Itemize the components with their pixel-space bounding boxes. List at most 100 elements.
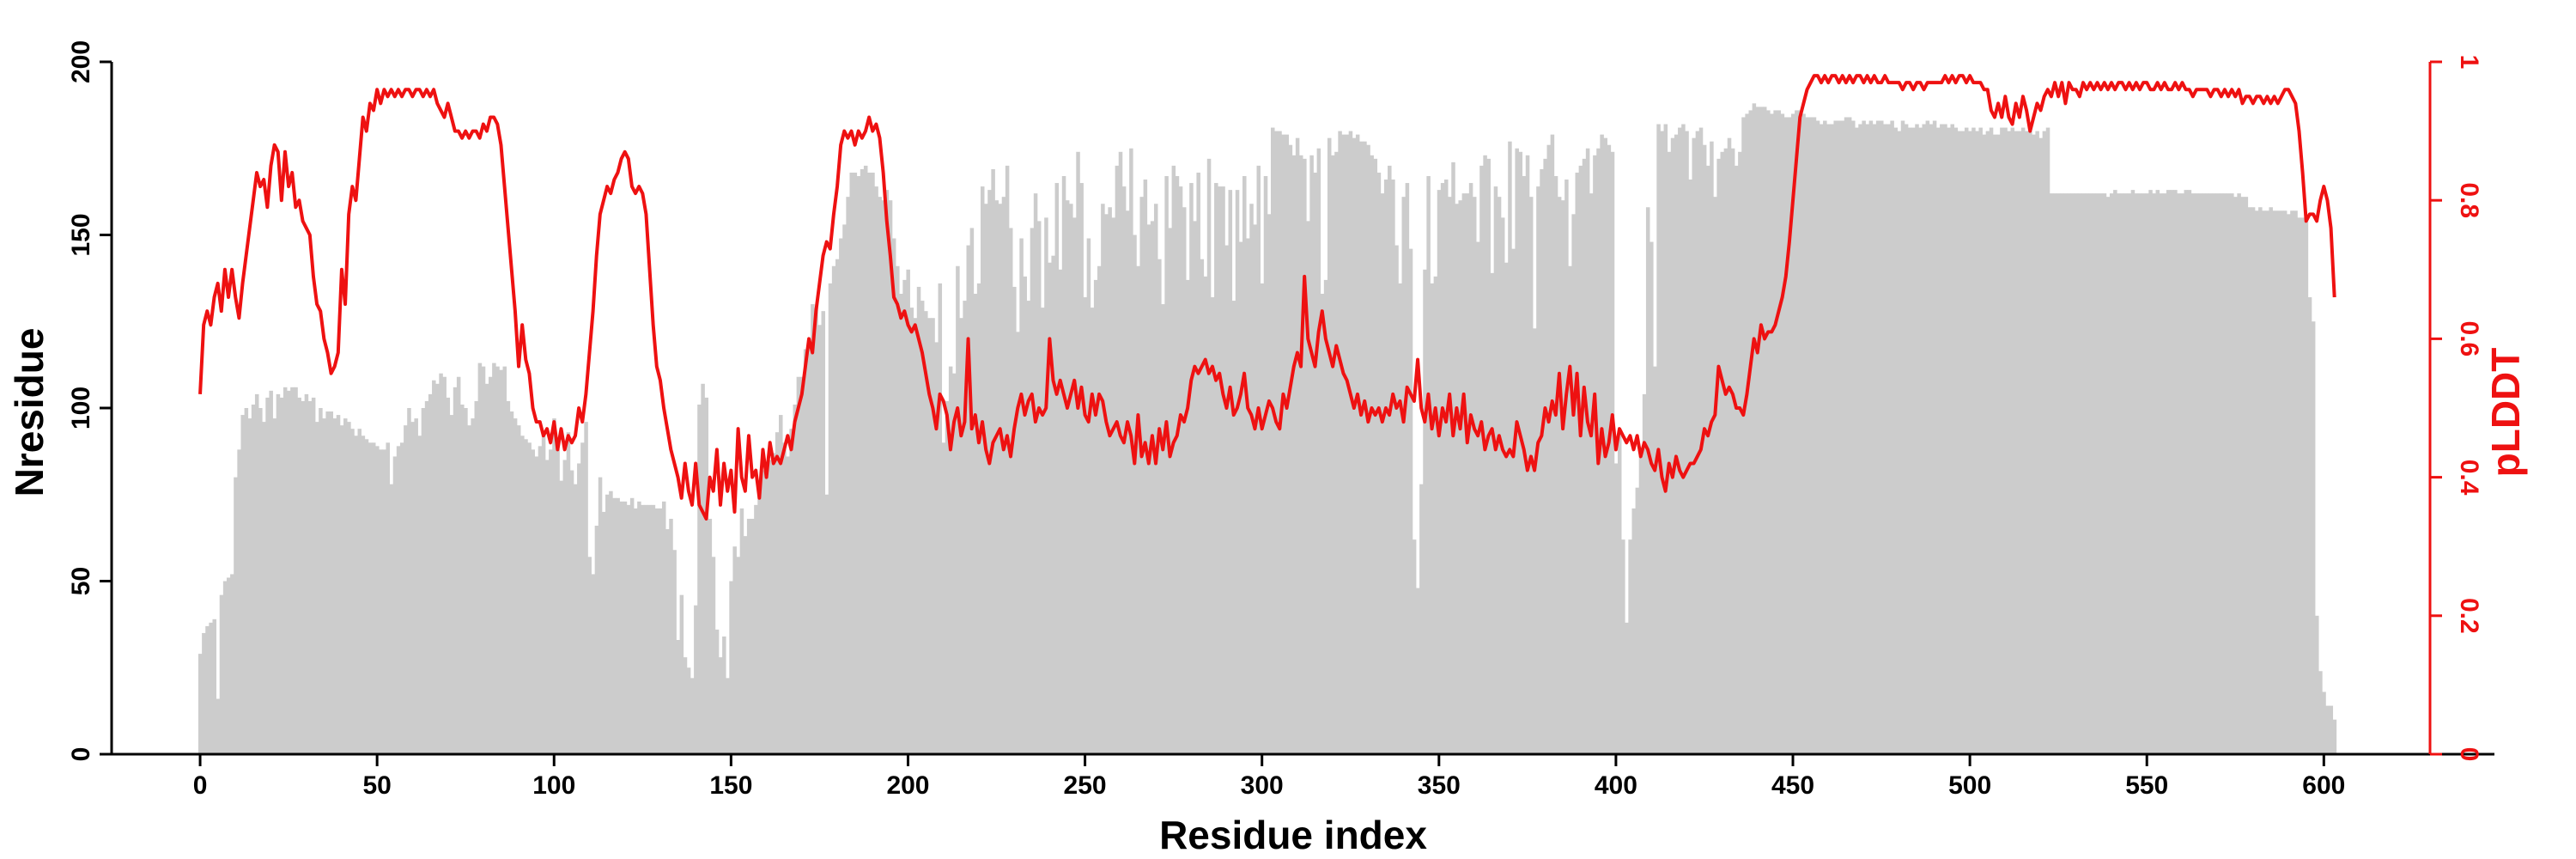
- nresidue-bar: [651, 504, 656, 754]
- nresidue-bar: [1426, 175, 1431, 755]
- nresidue-bar: [1830, 124, 1834, 755]
- nresidue-bar: [1511, 248, 1516, 754]
- nresidue-bar: [1214, 183, 1218, 755]
- nresidue-bar: [2254, 210, 2259, 755]
- nresidue-bar: [1500, 217, 1505, 755]
- nresidue-bar: [1054, 183, 1060, 755]
- nresidue-bar: [913, 318, 918, 754]
- nresidue-bar: [1667, 151, 1672, 754]
- nresidue-bar: [1206, 158, 1212, 755]
- nresidue-bar: [860, 168, 865, 754]
- y-axis-title: Nresidue: [7, 328, 52, 497]
- nresidue-bar: [793, 404, 798, 754]
- nresidue-bar: [1798, 110, 1802, 755]
- nresidue-bar: [1678, 127, 1682, 754]
- nresidue-bar: [1086, 238, 1091, 754]
- y-tick-label: 200: [67, 40, 95, 83]
- nresidue-bar: [1837, 120, 1842, 754]
- nresidue-bar: [495, 366, 500, 754]
- nresidue-bar: [2049, 193, 2054, 754]
- nresidue-bar: [1795, 110, 1799, 755]
- nresidue-bar: [484, 383, 489, 754]
- nresidue-bar: [2081, 193, 2086, 754]
- nresidue-bar: [1093, 279, 1098, 754]
- nresidue-bar: [1801, 113, 1806, 754]
- nresidue-bar: [2052, 193, 2057, 754]
- nresidue-bar: [1341, 134, 1346, 754]
- nresidue-bar: [1157, 259, 1162, 755]
- nresidue-bar: [1203, 276, 1208, 754]
- nresidue-bar: [2088, 193, 2093, 754]
- nresidue-bar: [842, 224, 847, 754]
- nresidue-bar: [262, 422, 266, 754]
- nresidue-bar: [1819, 124, 1824, 755]
- nresidue-bar: [1773, 110, 1777, 755]
- nresidue-bar: [1218, 186, 1222, 754]
- nresidue-bar: [1621, 539, 1625, 754]
- nresidue-bar: [258, 408, 263, 754]
- nresidue-bar: [616, 497, 620, 754]
- nresidue-bar: [1388, 165, 1392, 754]
- nresidue-bar: [746, 518, 751, 754]
- nresidue-bar: [2212, 193, 2217, 754]
- nresidue-bar: [516, 425, 521, 754]
- nresidue-bar: [2020, 127, 2026, 754]
- nresidue-bar: [2145, 193, 2149, 754]
- nresidue-bar: [1649, 241, 1654, 754]
- nresidue-bar: [407, 408, 411, 754]
- nresidue-bar: [811, 304, 815, 755]
- nresidue-bar: [1522, 175, 1527, 755]
- nresidue-bar: [1710, 141, 1714, 754]
- nresidue-bar: [226, 577, 231, 754]
- nresidue-bar: [891, 238, 896, 754]
- nresidue-bar: [803, 349, 808, 754]
- nresidue-bar: [1072, 217, 1077, 755]
- nresidue-bar: [1352, 137, 1357, 754]
- nresidue-bar: [2194, 193, 2199, 754]
- nresidue-bar: [768, 460, 773, 754]
- nresidue-bar: [307, 400, 313, 754]
- nresidue-bar: [1600, 134, 1604, 754]
- nresidue-bar: [2109, 193, 2114, 754]
- nresidue-bar: [492, 362, 496, 754]
- x-tick-label: 550: [2125, 771, 2168, 800]
- x-tick-label: 0: [193, 771, 208, 800]
- nresidue-bar: [1076, 151, 1080, 754]
- nresidue-bar: [959, 318, 963, 754]
- nresidue-bar: [2177, 193, 2181, 754]
- nresidue-bar: [1851, 120, 1856, 754]
- nresidue-bar: [2208, 193, 2213, 754]
- nresidue-bar: [1635, 487, 1640, 754]
- nresidue-bar: [1996, 134, 2001, 754]
- nresidue-bar: [2184, 190, 2189, 755]
- nresidue-bar: [856, 175, 861, 755]
- nresidue-bar: [1193, 221, 1197, 754]
- nresidue-bar: [654, 508, 659, 754]
- nresidue-bar: [2074, 193, 2079, 754]
- nresidue-bar: [1242, 175, 1247, 755]
- nresidue-bar: [531, 449, 535, 754]
- nresidue-bar: [750, 518, 755, 754]
- nresidue-bar: [552, 418, 556, 754]
- nresidue-bar: [2117, 193, 2121, 754]
- nresidue-bar: [534, 456, 539, 754]
- x-tick-label: 200: [886, 771, 929, 800]
- nresidue-bar: [888, 200, 893, 754]
- nresidue-bar: [2222, 193, 2227, 754]
- nresidue-bar: [1115, 165, 1120, 754]
- nresidue-bar: [471, 418, 475, 754]
- nresidue-bar: [1748, 110, 1753, 755]
- nresidue-bar: [637, 501, 641, 754]
- nresidue-bar: [828, 283, 833, 754]
- nresidue-bar: [676, 640, 680, 754]
- nresidue-bar: [1238, 241, 1243, 754]
- nresidue-bar: [1918, 127, 1923, 754]
- nresidue-bar: [1904, 124, 1909, 755]
- axes: 0 50 100 150 200 250 300 350 400 450 500 550 600 0 50 1…: [67, 40, 2494, 800]
- nresidue-bar: [1274, 131, 1279, 755]
- nresidue-bar: [1090, 308, 1095, 754]
- nresidue-bar: [1702, 144, 1707, 755]
- nresidue-bar: [821, 311, 826, 754]
- nresidue-bar: [573, 484, 578, 754]
- nresidue-bar: [1281, 134, 1285, 754]
